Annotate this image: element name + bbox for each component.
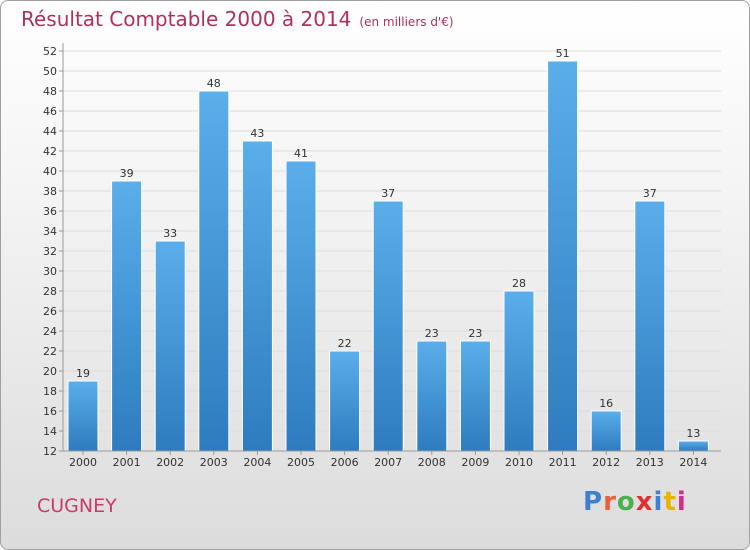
- x-tick-label-2006: 2006: [331, 456, 359, 469]
- x-tick-label-2002: 2002: [156, 456, 184, 469]
- bar-2000: [67, 380, 99, 452]
- x-tick-label-2003: 2003: [200, 456, 228, 469]
- x-tick-label-2001: 2001: [113, 456, 141, 469]
- value-label-2012: 16: [599, 397, 613, 410]
- value-label-2004: 43: [250, 127, 264, 140]
- value-label-2013: 37: [643, 187, 657, 200]
- bar-2002: [154, 240, 186, 452]
- y-tick-label: 24: [43, 325, 57, 338]
- value-label-2009: 23: [468, 327, 482, 340]
- proxiti-logo: Proxiti: [583, 487, 687, 517]
- x-tick-label-2007: 2007: [374, 456, 402, 469]
- bar-2001: [111, 180, 143, 452]
- value-label-2011: 51: [556, 47, 570, 60]
- logo-letter: o: [616, 487, 636, 517]
- y-tick-label: 40: [43, 165, 57, 178]
- logo-letter: r: [603, 487, 617, 517]
- value-label-2014: 13: [686, 427, 700, 440]
- value-label-2007: 37: [381, 187, 395, 200]
- x-tick-label-2008: 2008: [418, 456, 446, 469]
- value-label-2010: 28: [512, 277, 526, 290]
- y-tick-label: 44: [43, 125, 57, 138]
- bar-2012: [590, 410, 622, 452]
- bar-2006: [329, 350, 361, 452]
- bar-2008: [416, 340, 448, 452]
- y-tick-label: 42: [43, 145, 57, 158]
- y-tick-label: 12: [43, 445, 57, 458]
- bar-2010: [503, 290, 535, 452]
- x-tick-label-2014: 2014: [679, 456, 707, 469]
- bar-2014: [677, 440, 709, 452]
- x-tick-label-2009: 2009: [461, 456, 489, 469]
- y-tick-label: 22: [43, 345, 57, 358]
- y-axis-ticks: 12 14 16 18 20 22 24 26 28 30 32 34 36 38 40 42 44 46 48 50…: [43, 45, 63, 458]
- value-label-2003: 48: [207, 77, 221, 90]
- logo-letter: i: [676, 487, 687, 517]
- bar-2003: [198, 90, 230, 452]
- logo-letter: i: [653, 487, 664, 517]
- logo-letter: P: [583, 487, 604, 517]
- bar-2013: [634, 200, 666, 452]
- y-tick-label: 26: [43, 305, 57, 318]
- y-tick-label: 30: [43, 265, 57, 278]
- y-tick-label: 38: [43, 185, 57, 198]
- value-label-2000: 19: [76, 367, 90, 380]
- x-tick-label-2000: 2000: [69, 456, 97, 469]
- x-tick-label-2012: 2012: [592, 456, 620, 469]
- x-tick-label-2011: 2011: [549, 456, 577, 469]
- logo-letter: x: [635, 487, 654, 517]
- x-tick-label-2010: 2010: [505, 456, 533, 469]
- value-labels: 19 39 33 48 43 41 22 37 23 23 28 51 16 37 13: [76, 47, 700, 440]
- logo-letter: t: [663, 487, 677, 517]
- bar-2011: [547, 60, 579, 452]
- bar-2009: [459, 340, 491, 452]
- x-tick-label-2005: 2005: [287, 456, 315, 469]
- y-tick-label: 32: [43, 245, 57, 258]
- bar-2007: [372, 200, 404, 452]
- y-tick-label: 36: [43, 205, 57, 218]
- bar-2004: [241, 140, 273, 452]
- bar-2005: [285, 160, 317, 452]
- chart-title: Résultat Comptable 2000 à 2014 (en millie…: [21, 7, 454, 31]
- title-main: Résultat Comptable 2000 à 2014: [21, 7, 352, 31]
- y-tick-label: 34: [43, 225, 57, 238]
- value-label-2008: 23: [425, 327, 439, 340]
- y-tick-label: 16: [43, 405, 57, 418]
- y-tick-label: 20: [43, 365, 57, 378]
- y-tick-label: 50: [43, 65, 57, 78]
- y-tick-label: 52: [43, 45, 57, 58]
- commune-name: CUGNEY: [37, 495, 117, 517]
- x-tick-label-2004: 2004: [243, 456, 271, 469]
- x-axis-ticks: 2000 2001 2002 2003 2004 2005 2006 2007 2008 2009…: [69, 451, 707, 469]
- value-label-2002: 33: [163, 227, 177, 240]
- y-tick-label: 28: [43, 285, 57, 298]
- y-tick-label: 46: [43, 105, 57, 118]
- x-tick-label-2013: 2013: [636, 456, 664, 469]
- value-label-2006: 22: [338, 337, 352, 350]
- bars: [67, 60, 709, 452]
- title-subtitle: (en milliers d'€): [359, 15, 454, 29]
- value-label-2005: 41: [294, 147, 308, 160]
- y-tick-label: 14: [43, 425, 57, 438]
- y-tick-label: 18: [43, 385, 57, 398]
- value-label-2001: 39: [120, 167, 134, 180]
- y-tick-label: 48: [43, 85, 57, 98]
